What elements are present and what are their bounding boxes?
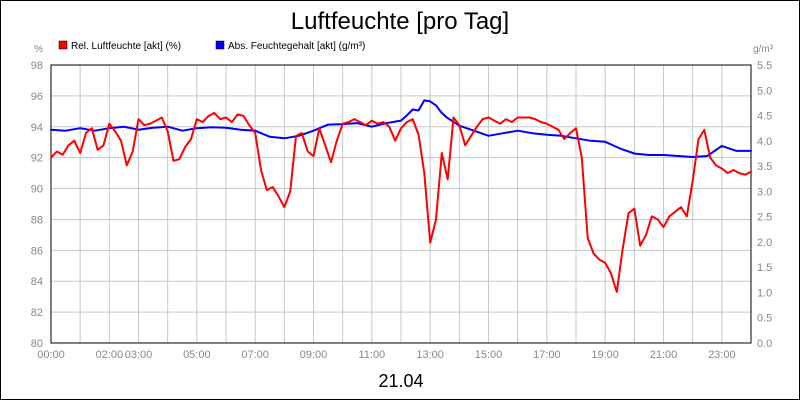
chart-title: Luftfeuchte [pro Tag] — [291, 8, 509, 35]
x-axis-tick-label: 05:00 — [183, 349, 211, 361]
x-axis-ticks: 00:00 02:00 03:00 05:00 07:00 09:00 11:00 13:00… — [37, 349, 735, 361]
right-axis-tick-label: 4.5 — [757, 111, 772, 123]
x-axis-tick-label: 21:00 — [650, 349, 678, 361]
x-axis-tick-label: 03:00 — [125, 349, 153, 361]
left-axis-tick-label: 80 — [31, 338, 43, 350]
left-axis-ticks: 80 82 84 86 88 90 92 94 96 98 — [31, 60, 43, 350]
x-axis-tick-label: 09:00 — [300, 349, 328, 361]
series-line-rel-humidity — [50, 111, 752, 293]
x-axis-tick-label: 17:00 — [533, 349, 561, 361]
right-axis-tick-label: 4.0 — [757, 136, 772, 148]
legend-item-rel-humidity: Rel. Luftfeuchte [akt] (%) — [58, 40, 181, 52]
left-axis-tick-label: 82 — [31, 307, 43, 319]
x-axis-tick-label: 02:00 — [96, 349, 124, 361]
x-axis-tick-label: 23:00 — [708, 349, 736, 361]
legend: Rel. Luftfeuchte [akt] (%) Abs. Feuchteg… — [58, 40, 365, 52]
right-axis-tick-label: 1.5 — [757, 262, 772, 274]
x-axis-tick-label: 11:00 — [358, 349, 385, 361]
series-layer — [50, 99, 752, 293]
legend-label-abs-humidity: Abs. Feuchtegehalt [akt] (g/m³) — [228, 41, 365, 52]
left-axis-tick-label: 84 — [31, 276, 43, 288]
x-axis-tick-label: 15:00 — [475, 349, 503, 361]
right-axis-tick-label: 2.0 — [757, 237, 772, 249]
legend-label-rel-humidity: Rel. Luftfeuchte [akt] (%) — [71, 41, 181, 52]
left-axis-tick-label: 90 — [31, 184, 43, 196]
right-axis-tick-label: 0.5 — [757, 313, 772, 325]
right-axis-tick-label: 5.5 — [757, 60, 772, 72]
x-axis-tick-label: 13:00 — [416, 349, 444, 361]
right-axis-ticks: 0.0 0.5 1.0 1.5 2.0 2.5 3.0 3.5 4.0 4.5 5.0 5.5 — [757, 60, 772, 350]
right-axis-tick-label: 2.5 — [757, 212, 772, 224]
right-axis-tick-label: 3.5 — [757, 161, 772, 173]
series-line-abs-humidity — [50, 99, 752, 158]
right-axis-tick-label: 1.0 — [757, 287, 772, 299]
left-axis-tick-label: 86 — [31, 245, 43, 257]
left-axis-tick-label: 94 — [31, 122, 43, 134]
left-axis-tick-label: 92 — [31, 153, 43, 165]
legend-swatch-abs-humidity — [215, 40, 225, 50]
legend-item-abs-humidity: Abs. Feuchtegehalt [akt] (g/m³) — [215, 40, 365, 52]
right-axis-unit: g/m³ — [753, 44, 774, 55]
x-axis-tick-label: 19:00 — [591, 349, 619, 361]
left-axis-tick-label: 88 — [31, 214, 43, 226]
left-axis-unit: % — [34, 44, 43, 55]
left-axis-tick-label: 98 — [31, 60, 43, 72]
right-axis-tick-label: 3.0 — [757, 186, 772, 198]
right-axis-tick-label: 5.0 — [757, 85, 772, 97]
x-axis-tick-label: 00:00 — [37, 349, 65, 361]
plot-border — [50, 64, 752, 344]
x-axis-tick-label: 07:00 — [241, 349, 269, 361]
left-axis-tick-label: 96 — [31, 91, 43, 103]
legend-swatch-rel-humidity — [58, 40, 68, 50]
date-label: 21.04 — [378, 371, 423, 391]
grid — [51, 65, 751, 343]
right-axis-tick-label: 0.0 — [757, 338, 772, 350]
